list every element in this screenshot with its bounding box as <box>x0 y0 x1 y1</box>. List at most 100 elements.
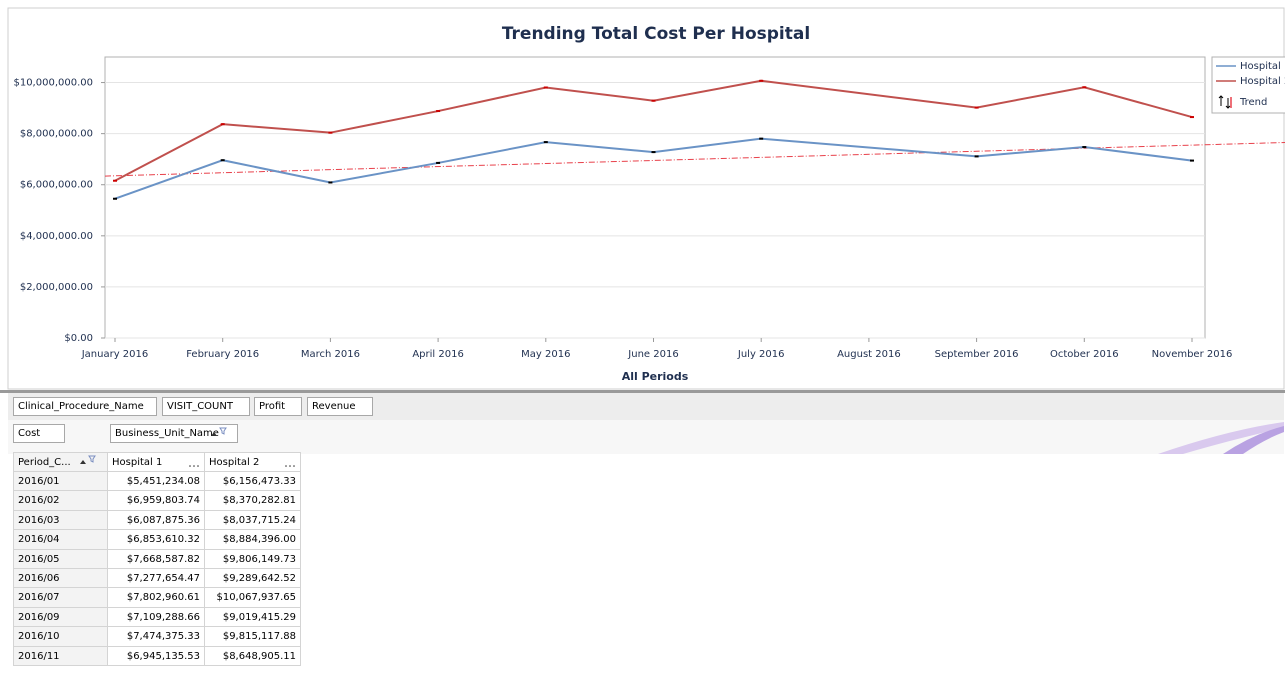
row-header: 2016/03 <box>13 510 108 531</box>
y-tick-label: $10,000,000.00 <box>13 78 93 89</box>
row-header: 2016/11 <box>13 646 108 666</box>
point-marker <box>543 86 548 89</box>
value-cell: $5,451,234.08 <box>108 472 205 492</box>
column-label: Hospital 2 <box>209 457 260 468</box>
row-header: 2016/06 <box>13 569 108 589</box>
row-header: 2016/05 <box>13 549 108 569</box>
point-marker <box>1082 86 1087 89</box>
field-label: Period_C... <box>18 457 71 468</box>
x-tick-label: August 2016 <box>837 349 901 360</box>
column-field-button[interactable]: Business_Unit_Name <box>110 424 238 443</box>
field-button[interactable]: Revenue <box>307 397 373 416</box>
menu-dots[interactable] <box>188 463 200 469</box>
field-label: Business_Unit_Name <box>115 428 219 439</box>
x-tick-label: July 2016 <box>737 349 785 360</box>
value-cell: $6,087,875.36 <box>108 510 205 531</box>
field-button[interactable]: Clinical_Procedure_Name <box>13 397 157 416</box>
column-header[interactable]: Hospital 1 <box>108 452 205 472</box>
point-marker <box>220 159 225 162</box>
x-tick-label: November 2016 <box>1152 349 1233 360</box>
value-cell: $8,648,905.11 <box>205 646 301 666</box>
field-button[interactable]: Profit <box>254 397 302 416</box>
value-cell: $7,277,654.47 <box>108 569 205 589</box>
sort-arrow <box>80 460 86 464</box>
point-marker <box>113 179 117 182</box>
x-tick-label: October 2016 <box>1050 349 1119 360</box>
point-marker <box>328 131 333 134</box>
series-line <box>114 137 1193 200</box>
value-cell: $10,067,937.65 <box>205 588 301 608</box>
legend-label: Trend <box>1239 97 1267 108</box>
x-tick-label: February 2016 <box>186 349 259 360</box>
x-tick-label: May 2016 <box>521 349 570 360</box>
value-cell: $8,884,396.00 <box>205 530 301 550</box>
point-marker <box>1190 116 1194 119</box>
decoration <box>1158 422 1284 454</box>
point-marker <box>436 110 441 113</box>
value-cell: $7,474,375.33 <box>108 627 205 647</box>
point-marker <box>1082 146 1087 149</box>
field-button[interactable]: VISIT_COUNT <box>162 397 250 416</box>
sort-filter-icon[interactable] <box>78 455 98 467</box>
swoosh <box>1223 426 1284 454</box>
menu-dots[interactable] <box>284 463 296 469</box>
value-cell: $7,109,288.66 <box>108 607 205 628</box>
splitter[interactable] <box>0 390 1285 393</box>
point-marker <box>113 197 117 200</box>
chart-title: Trending Total Cost Per Hospital <box>502 24 810 44</box>
dot <box>197 465 199 467</box>
point-marker <box>651 151 656 154</box>
point-marker <box>759 79 764 82</box>
y-tick-label: $4,000,000.00 <box>20 231 93 242</box>
value-cell: $8,370,282.81 <box>205 491 301 511</box>
value-cell: $9,815,117.88 <box>205 627 301 647</box>
x-tick-label: April 2016 <box>412 349 463 360</box>
value-cell: $6,853,610.32 <box>108 530 205 550</box>
dot <box>293 465 295 467</box>
sort-arrow <box>211 432 217 436</box>
value-cell: $7,802,960.61 <box>108 588 205 608</box>
column-label: Hospital 1 <box>112 457 163 468</box>
point-marker <box>974 106 979 109</box>
swoosh <box>1158 422 1284 454</box>
filter-icon <box>88 455 96 463</box>
series-line <box>114 79 1193 182</box>
row-field-header[interactable]: Period_C... <box>13 452 108 472</box>
value-cell: $6,959,803.74 <box>108 491 205 511</box>
x-tick-label: September 2016 <box>935 349 1019 360</box>
x-axis-title: All Periods <box>622 370 689 383</box>
dot <box>289 465 291 467</box>
point-marker <box>436 161 441 164</box>
value-cell: $6,945,135.53 <box>108 646 205 666</box>
chart-panel <box>7 7 1285 390</box>
data-field-button[interactable]: Cost <box>13 424 65 443</box>
legend-label: Hospital 1 <box>1240 61 1285 72</box>
point-marker <box>328 181 333 184</box>
y-tick-label: $2,000,000.00 <box>20 282 93 293</box>
point-marker <box>220 123 225 126</box>
value-cell: $9,806,149.73 <box>205 549 301 569</box>
point-marker <box>759 137 764 140</box>
filter-icon <box>219 427 227 435</box>
point-marker <box>974 155 979 158</box>
x-tick-label: January 2016 <box>81 349 149 360</box>
legend <box>1211 56 1285 114</box>
value-cell: $9,019,415.29 <box>205 607 301 628</box>
value-cell: $7,668,587.82 <box>108 549 205 569</box>
point-marker <box>1190 159 1194 162</box>
row-header: 2016/09 <box>13 607 108 628</box>
row-header: 2016/04 <box>13 530 108 550</box>
legend-trend-icon <box>1218 95 1231 109</box>
point-marker <box>543 141 548 144</box>
point-marker <box>651 99 656 102</box>
x-tick-label: June 2016 <box>627 349 678 360</box>
x-tick-label: March 2016 <box>301 349 360 360</box>
value-cell: $8,037,715.24 <box>205 510 301 531</box>
value-cell: $9,289,642.52 <box>205 569 301 589</box>
legend-label: Hospital 2 <box>1240 76 1285 87</box>
column-header[interactable]: Hospital 2 <box>205 452 301 472</box>
y-tick-label: $8,000,000.00 <box>20 129 93 140</box>
value-cell: $6,156,473.33 <box>205 472 301 492</box>
sort-filter-icon[interactable] <box>209 427 229 439</box>
